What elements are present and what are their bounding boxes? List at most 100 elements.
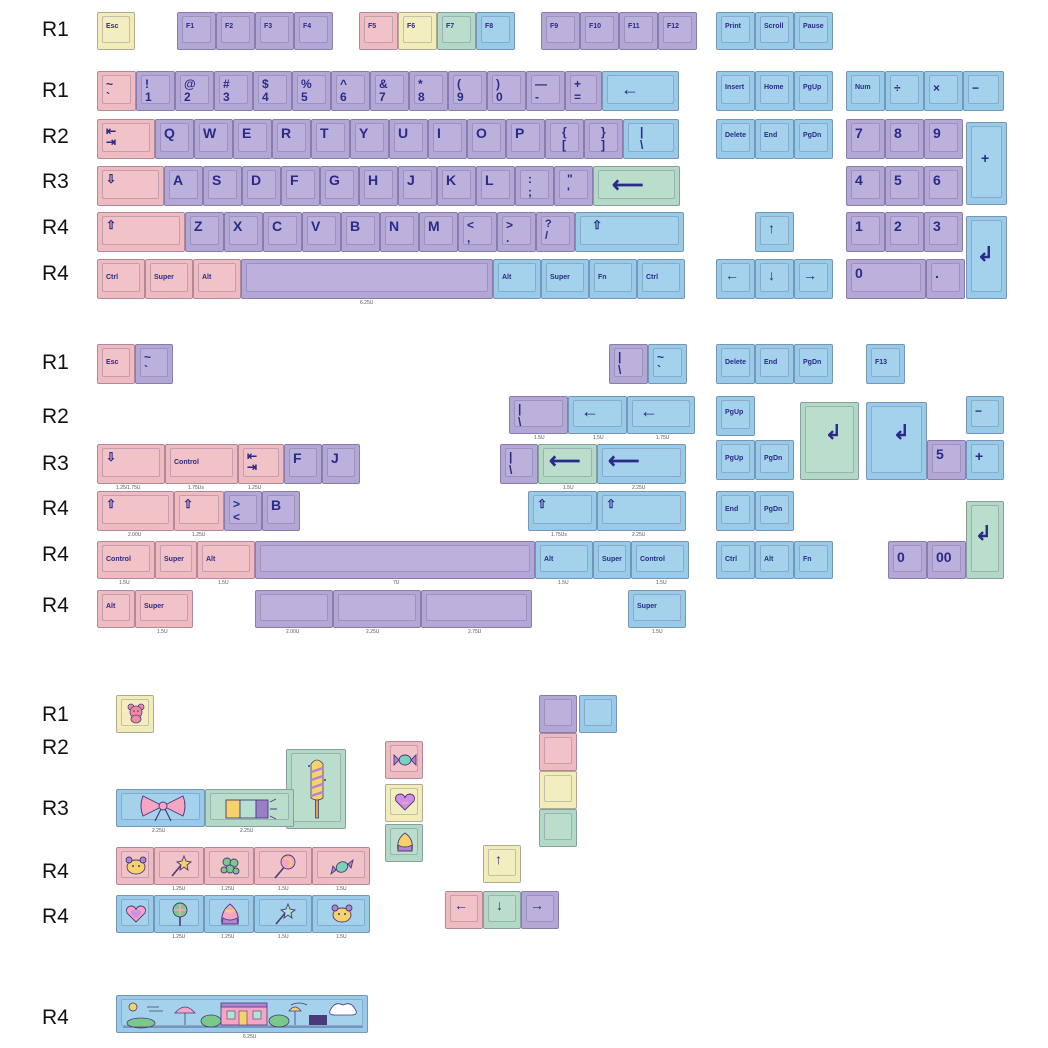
key-b: B <box>341 212 380 252</box>
key-delete: Delete <box>716 119 755 159</box>
key-enter-15u: ⟵ <box>538 444 597 484</box>
key-semicolon: : ; <box>515 166 554 206</box>
key-legend: Print <box>725 23 741 30</box>
key-left-novelty: ← <box>445 891 483 929</box>
key-alt-last: Alt <box>97 590 135 628</box>
key-legend: > . <box>506 218 514 245</box>
key-caps: ⇩ <box>97 166 164 206</box>
key-f12: F12 <box>658 12 697 50</box>
key-legend: 1 <box>855 218 863 234</box>
key-control-r-15u: Control <box>631 541 689 579</box>
key-novelty-candycorn-blue <box>204 895 254 933</box>
key-l: L <box>476 166 515 206</box>
key-legend: ~ ` <box>106 77 114 104</box>
key-super-r-15u: Super <box>628 590 686 628</box>
key-control-15u: Control <box>97 541 155 579</box>
row-label: R3 <box>42 797 69 820</box>
key-legend: PgUp <box>803 84 822 91</box>
key-b-alt: B <box>262 491 300 531</box>
key-legend: Ctrl <box>106 274 119 281</box>
size-label: 1.5U <box>656 580 667 586</box>
key-backspace-15u: ← <box>568 396 627 434</box>
key-z: Z <box>185 212 224 252</box>
size-label: 1.5U <box>336 934 347 940</box>
size-label: 1.75Us <box>551 532 567 538</box>
key-legend: 6 <box>933 172 941 188</box>
key-legend: ) 0 <box>496 77 503 104</box>
key-iso-enter: ↲ <box>800 402 859 480</box>
key-tab: ⇤ ⇥ <box>97 119 155 159</box>
key-3: # 3 <box>214 71 253 111</box>
key-kp-dot: . <box>926 259 965 299</box>
key-legend: 4 <box>855 172 863 188</box>
key-novelty-grapes-pink <box>204 847 254 885</box>
key-kp3: 3 <box>924 212 963 252</box>
key-s: S <box>203 166 242 206</box>
key-legend: Alt <box>202 274 212 281</box>
key-legend: ↑ <box>768 220 775 236</box>
key-legend: Ctrl <box>725 556 738 563</box>
key-spacebar-275u <box>421 590 532 628</box>
key-shift-200u: ⇧ <box>97 491 174 531</box>
key-legend: F6 <box>407 23 416 30</box>
key-caps-alt: ⇩ <box>97 444 165 484</box>
row-label: R1 <box>42 703 69 726</box>
size-label: 2.00U <box>286 629 300 635</box>
key-legend: ↲ <box>975 523 992 545</box>
key-legend: PgUp <box>725 409 744 416</box>
key-kp-enter: ↲ <box>966 216 1007 299</box>
key-kp4: 4 <box>846 166 885 206</box>
key-m: M <box>419 212 458 252</box>
heart-icon <box>126 905 146 923</box>
size-label: 1.5U <box>563 485 574 491</box>
key-backspace: ← <box>602 71 679 111</box>
key-slash: ? / <box>536 212 575 252</box>
key-legend: M <box>428 218 440 234</box>
key-novelty-ribbon <box>116 789 205 827</box>
key-legend: @ 2 <box>184 77 196 104</box>
key-legend: Num <box>855 84 871 91</box>
key-novelty-bear <box>116 695 154 733</box>
key-blank-purple <box>539 695 577 733</box>
key-legend: ~ ` <box>144 350 152 377</box>
key-up-novelty: ↑ <box>483 845 521 883</box>
key-8: * 8 <box>409 71 448 111</box>
key-legend: D <box>251 172 262 188</box>
key-legend: Super <box>550 274 570 281</box>
key-legend: — - <box>535 77 547 104</box>
key-legend: ← <box>725 267 739 283</box>
candy-corn-icon <box>397 832 413 852</box>
key-kp-minus-alt: − <box>966 396 1004 434</box>
size-label: 2.00U <box>128 532 142 538</box>
size-label: 1.5U <box>534 435 545 441</box>
size-label: 1.75Us <box>188 485 204 491</box>
key-v: V <box>302 212 341 252</box>
magic-wand-icon <box>171 854 192 877</box>
size-label: 1.25U <box>172 886 186 892</box>
key-legend: H <box>368 172 379 188</box>
key-right: → <box>794 259 833 299</box>
key-legend: ← <box>640 401 658 421</box>
row-label: R2 <box>42 125 69 148</box>
key-f: F <box>281 166 320 206</box>
size-label: 1.5U <box>652 629 663 635</box>
key-legend: U <box>398 125 409 141</box>
row-label: R4 <box>42 543 69 566</box>
size-label: 1.25U <box>192 532 206 538</box>
key-comma: < , <box>458 212 497 252</box>
key-legend: R <box>281 125 292 141</box>
key-legend: { [ <box>562 125 567 152</box>
row-label: R4 <box>42 860 69 883</box>
key-legend: Alt <box>544 556 554 563</box>
key-legend: 3 <box>933 218 941 234</box>
key-right-novelty: → <box>521 891 559 929</box>
size-label: 2.25U <box>632 485 646 491</box>
row-label: R1 <box>42 351 69 374</box>
key-legend: ⇤ ⇥ <box>106 124 117 149</box>
key-legend: ⇧ <box>183 497 194 511</box>
key-legend: Super <box>154 274 174 281</box>
key-novelty-heart <box>385 784 423 822</box>
size-label: 2.25U <box>240 828 254 834</box>
key-legend: F5 <box>368 23 377 30</box>
key-lsuper: Super <box>145 259 193 299</box>
